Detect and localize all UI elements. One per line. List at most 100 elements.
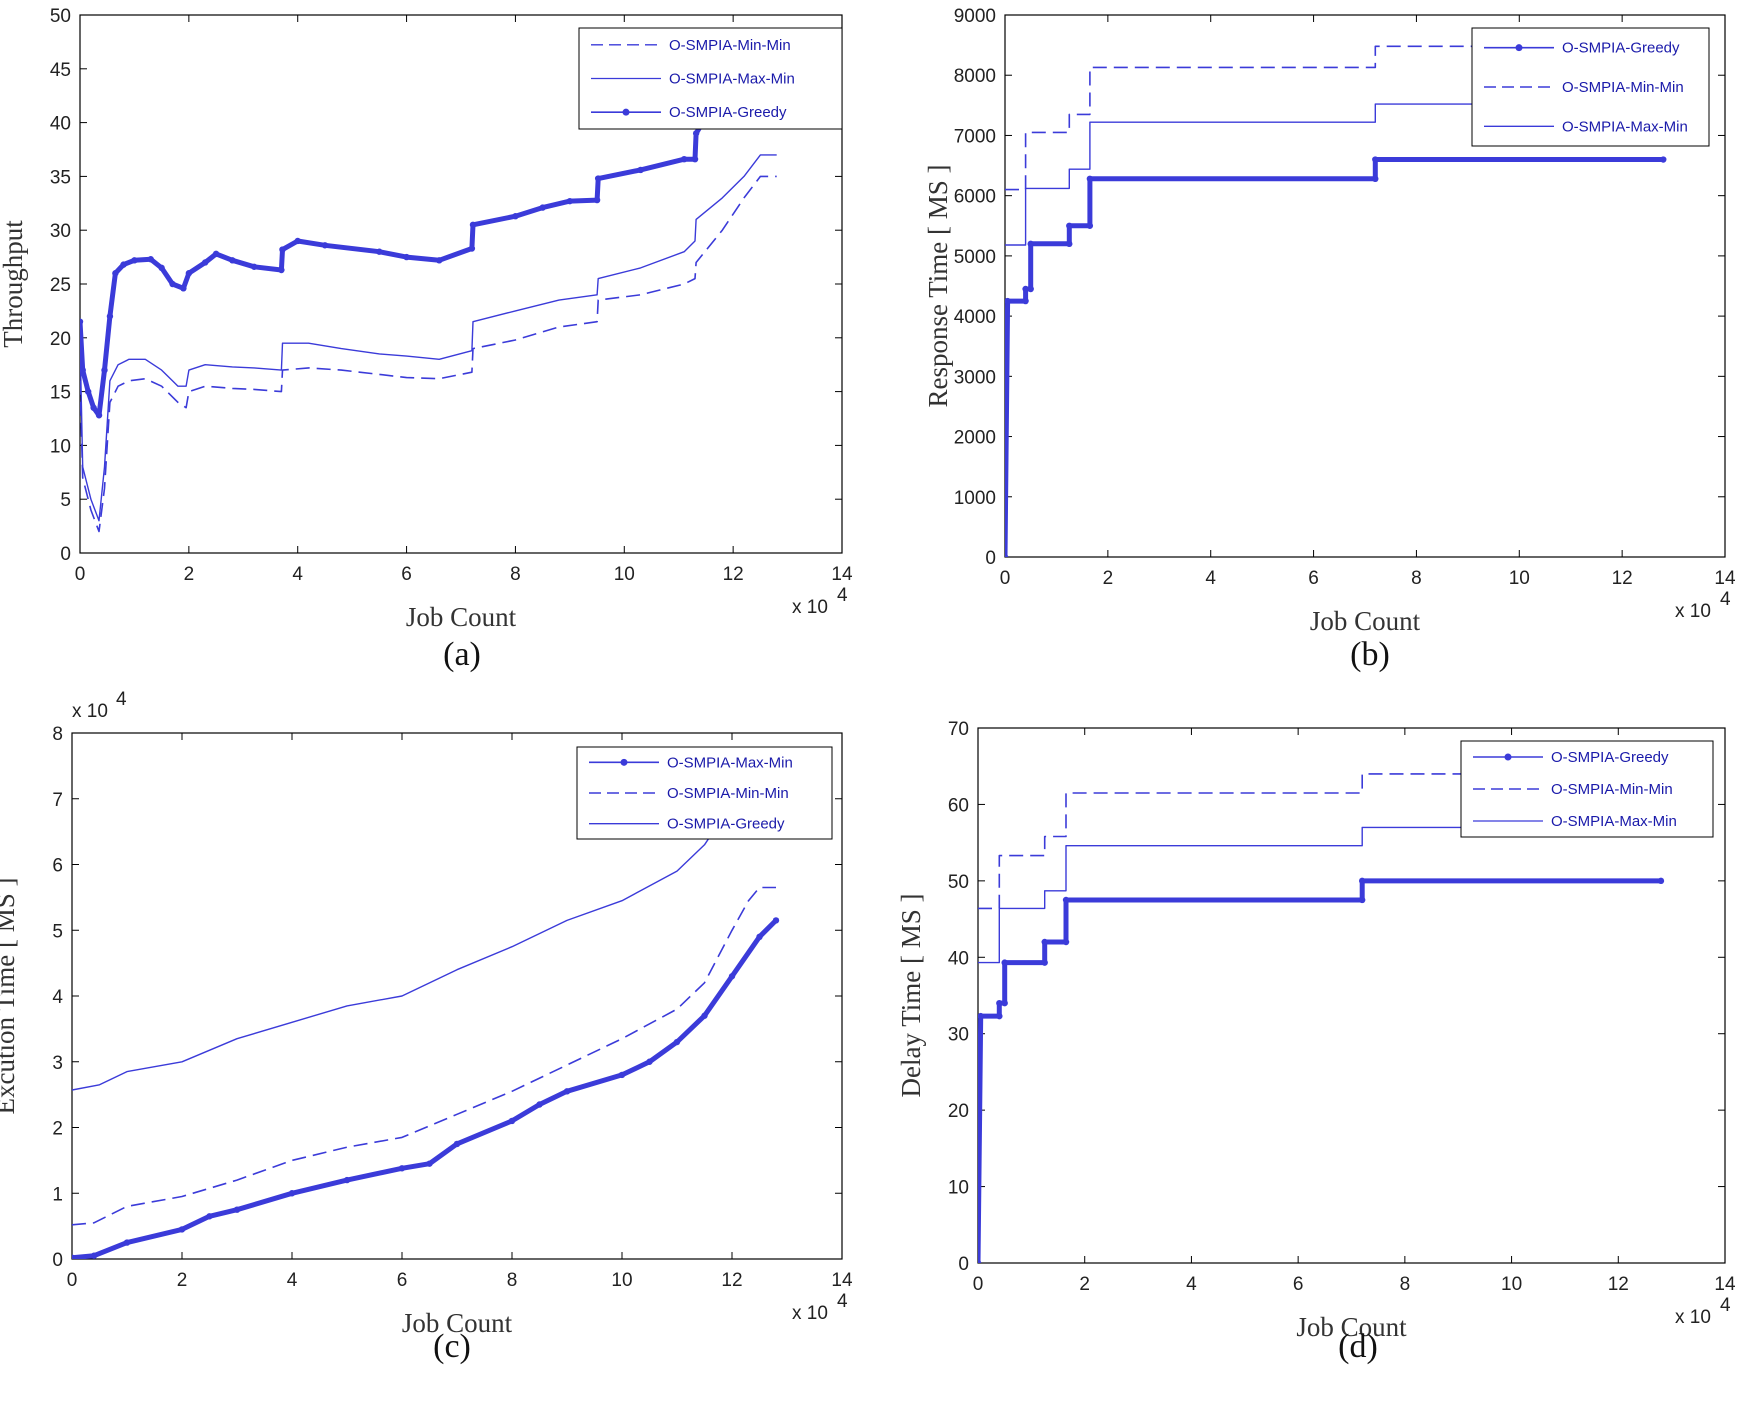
- data-point: [169, 280, 176, 288]
- series-line: [72, 886, 776, 1226]
- data-point: [376, 248, 383, 255]
- data-point: [147, 256, 154, 263]
- y-multiplier: x 10: [72, 701, 108, 722]
- data-point: [185, 270, 193, 277]
- data-point: [996, 999, 1003, 1007]
- data-point: [95, 412, 103, 419]
- data-point: [996, 1012, 1003, 1020]
- legend-marker: [1504, 753, 1512, 761]
- x-tick-label: 4: [287, 1270, 298, 1291]
- legend-entry: O-SMPIA-Min-Min: [667, 785, 789, 802]
- data-point: [536, 1101, 543, 1108]
- legend-marker: [1515, 44, 1523, 52]
- legend-entry: O-SMPIA-Max-Min: [1551, 813, 1677, 830]
- data-point: [426, 1160, 433, 1167]
- x-tick-label: 0: [973, 1274, 984, 1295]
- data-point: [1005, 297, 1011, 305]
- x-multiplier-exponent: 4: [1720, 589, 1731, 610]
- data-point: [279, 246, 286, 253]
- legend-entry: O-SMPIA-Max-Min: [667, 754, 793, 771]
- y-axis-label: Response Time [ MS ]: [923, 164, 953, 407]
- y-tick-label: 45: [50, 60, 71, 81]
- data-point: [512, 213, 519, 220]
- data-point: [212, 250, 220, 258]
- data-point: [1041, 959, 1048, 966]
- series-o-smpia-max-min: [80, 154, 777, 522]
- data-point: [637, 166, 644, 174]
- data-point: [158, 264, 165, 272]
- data-point: [80, 366, 86, 374]
- y-tick-label: 4: [52, 987, 63, 1008]
- x-multiplier-exponent: 4: [837, 585, 848, 606]
- y-tick-label: 3: [52, 1053, 63, 1074]
- y-tick-label: 50: [50, 6, 71, 27]
- series-o-smpia-max-min: [1005, 103, 1494, 246]
- data-point: [1001, 999, 1008, 1007]
- y-tick-label: 30: [948, 1025, 969, 1046]
- y-axis-label: Excution Time [ MS ]: [0, 877, 20, 1114]
- data-point: [201, 259, 209, 266]
- y-tick-label: 10: [50, 436, 71, 457]
- y-tick-label: 10: [948, 1178, 969, 1199]
- x-multiplier-exponent: 4: [1720, 1295, 1731, 1316]
- x-tick-label: 6: [397, 1270, 408, 1291]
- x-tick-label: 4: [292, 564, 303, 585]
- x-axis-label: Job Count: [406, 602, 517, 632]
- y-tick-label: 0: [985, 548, 996, 569]
- data-point: [563, 1088, 571, 1095]
- data-point: [756, 933, 763, 941]
- legend-entry: O-SMPIA-Max-Min: [669, 71, 795, 88]
- series-o-smpia-greedy: [978, 877, 1665, 1263]
- data-point: [229, 257, 236, 264]
- data-point: [288, 1190, 296, 1197]
- series-o-smpia-greedy: [72, 827, 717, 1091]
- y-tick-label: 20: [948, 1101, 969, 1122]
- y-tick-label: 5000: [954, 247, 996, 268]
- data-point: [131, 257, 138, 264]
- data-point: [206, 1213, 213, 1220]
- data-point: [294, 237, 301, 245]
- legend: O-SMPIA-Min-Min O-SMPIA-Max-Min O-SMPIA-Gr…: [578, 27, 843, 130]
- data-point: [680, 155, 688, 163]
- x-axis-label: Job Count: [1310, 606, 1421, 636]
- chart-panel-d: 0 2 4 6 8 10 12 14 0 10 20 30 40 50 60 70 x 10 4 Job Count…: [896, 719, 1736, 1365]
- data-point: [1066, 240, 1073, 248]
- y-tick-label: 60: [948, 795, 969, 816]
- y-axis-label: Delay Time [ MS ]: [896, 893, 926, 1097]
- data-point: [978, 1012, 984, 1020]
- y-tick-label: 6: [52, 856, 63, 877]
- series-o-smpia-min-min: [978, 773, 1485, 910]
- x-tick-label: 8: [510, 564, 521, 585]
- data-point: [233, 1206, 241, 1213]
- data-point: [453, 1140, 461, 1148]
- legend: O-SMPIA-Greedy O-SMPIA-Min-Min O-SMPIA-Max…: [1471, 27, 1710, 147]
- y-tick-label: 8000: [954, 66, 996, 87]
- series-o-smpia-max-min: [72, 917, 780, 1259]
- data-point: [1001, 959, 1008, 966]
- y-tick-label: 7: [52, 790, 63, 811]
- data-point: [468, 245, 476, 252]
- y-tick-label: 30: [50, 221, 71, 242]
- legend-entry: O-SMPIA-Greedy: [1562, 40, 1680, 57]
- x-tick-label: 6: [1293, 1274, 1304, 1295]
- data-point: [728, 973, 736, 980]
- data-point: [1022, 285, 1029, 293]
- legend-entry: O-SMPIA-Min-Min: [1551, 781, 1673, 798]
- legend-entry: O-SMPIA-Greedy: [669, 104, 787, 121]
- series-o-smpia-greedy: [80, 114, 710, 419]
- data-point: [180, 285, 187, 292]
- data-point: [84, 388, 92, 395]
- y-tick-label: 4000: [954, 307, 996, 328]
- data-point: [978, 1259, 982, 1263]
- data-point: [120, 261, 127, 268]
- legend-entry: O-SMPIA-Min-Min: [669, 37, 791, 54]
- data-point: [593, 196, 601, 204]
- data-point: [1086, 222, 1094, 229]
- x-tick-label: 0: [67, 1270, 78, 1291]
- data-point: [701, 1012, 708, 1019]
- legend-entry: O-SMPIA-Max-Min: [1562, 118, 1688, 135]
- data-point: [398, 1165, 406, 1172]
- data-point: [1086, 175, 1094, 183]
- y-tick-label: 40: [50, 114, 71, 135]
